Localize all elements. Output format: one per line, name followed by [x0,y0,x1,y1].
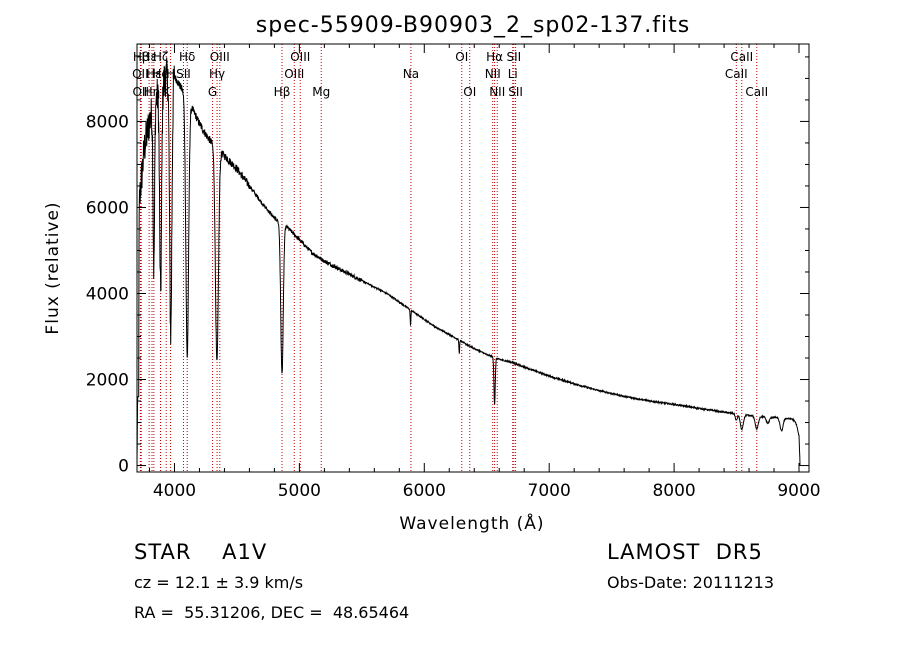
line-label: Hε [141,50,157,64]
line-label: OI [463,85,476,99]
x-tick-label: 7000 [528,481,571,501]
plot-frame [136,43,810,473]
line-label: SII [506,50,521,64]
chart-title: spec-55909-B90903_2_sp02-137.fits [256,13,691,38]
line-label: CaII [745,85,768,99]
line-label: SII [176,67,191,81]
y-tick-label: 4000 [86,284,129,304]
spectrum-line [136,57,801,466]
line-label: CaII [730,50,753,64]
line-label: Hδ [179,50,195,64]
line-label: Hβ [274,85,291,99]
line-label: Na [403,67,419,81]
line-label: G [208,85,217,99]
survey-label: LAMOST DR5 [607,540,763,564]
line-label: Hζ [153,50,169,64]
line-label: Hε [146,67,162,81]
line-label: Hγ [209,67,225,81]
y-tick-label: 8000 [86,112,129,132]
line-label: SII [508,85,523,99]
x-tick-label: 6000 [403,481,446,501]
class-label: STAR A1V [134,540,268,564]
y-axis-label: Flux (relative) [43,201,63,334]
line-label: Li [508,67,518,81]
line-label: OIII [210,50,230,64]
x-tick-label: 8000 [652,481,695,501]
line-label: Hα [486,50,503,64]
redshift-label: cz = 12.1 ± 3.9 km/s [134,573,304,592]
y-tick-label: 0 [118,457,129,477]
y-tick-label: 2000 [86,371,129,391]
line-label: OII [132,67,149,81]
line-markers [139,44,758,472]
line-label: NII [485,67,501,81]
y-tick-label: 6000 [86,198,129,218]
x-axis-label: Wavelength (Å) [399,512,544,534]
line-label: Mg [312,85,330,99]
line-label: H [166,67,175,81]
x-tick-label: 9000 [777,481,820,501]
line-label: OI [455,50,468,64]
x-tick-label: 4000 [153,481,196,501]
obs-date-label: Obs-Date: 20111213 [607,573,775,592]
coordinates-label: RA = 55.31206, DEC = 48.65464 [134,603,410,622]
line-label: OIII [290,50,310,64]
line-label: K [162,85,171,99]
x-tick-label: 5000 [278,481,321,501]
line-label: CaII [725,67,748,81]
axis-ticks: 4000 5000 6000 7000 8000 9000 0 2000 4000 6000 800… [86,44,821,501]
line-label: NII [489,85,505,99]
line-label: OIII [284,67,304,81]
